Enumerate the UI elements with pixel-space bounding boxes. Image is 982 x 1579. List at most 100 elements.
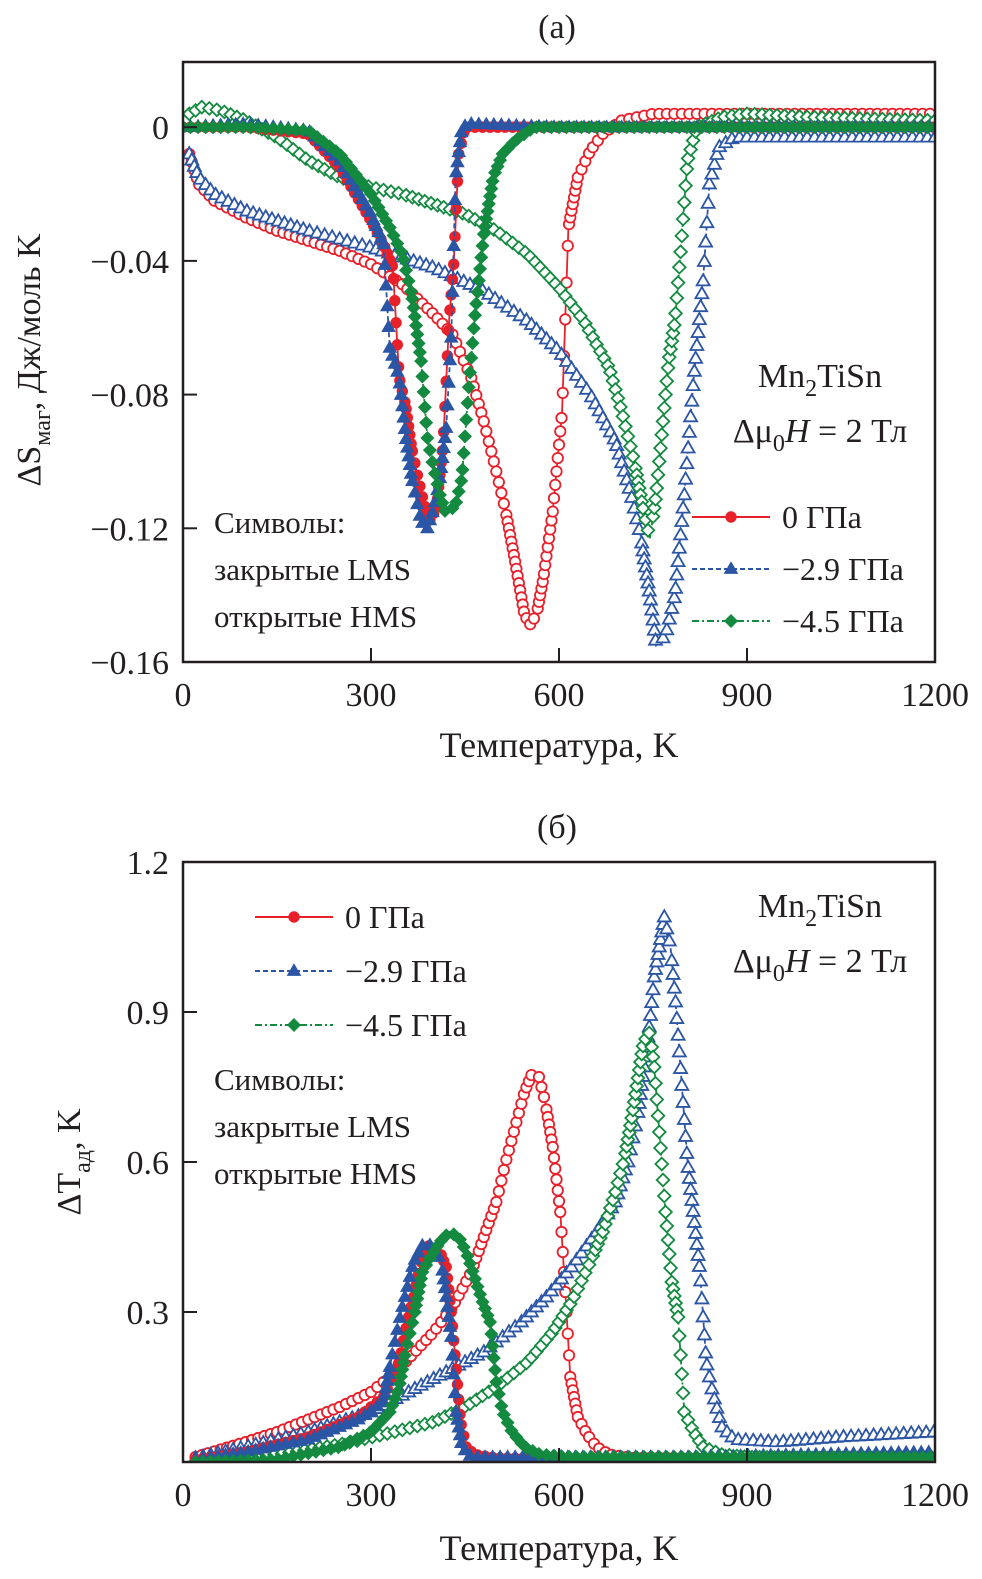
data-point [681, 1169, 698, 1184]
data-point [646, 968, 663, 983]
legend-label: 0 ГПа [345, 899, 425, 935]
data-point [670, 1309, 686, 1325]
data-point [537, 1090, 551, 1104]
data-point [675, 211, 691, 227]
data-point [552, 438, 566, 451]
data-point [674, 1366, 690, 1382]
data-point [677, 470, 694, 485]
data-point [450, 154, 465, 168]
x-tick-label: 600 [534, 677, 585, 714]
data-point [665, 325, 681, 341]
panel-b-y-axis-label: ΔTад, K [51, 1108, 96, 1216]
data-point [673, 1076, 690, 1091]
data-point [690, 1246, 707, 1261]
data-point [397, 1348, 412, 1363]
data-point [641, 1025, 657, 1041]
data-point [655, 1172, 671, 1188]
y-tick-label: 0.3 [127, 1295, 170, 1332]
panel-b-field-label: Δμ0H = 2 Тл [733, 943, 907, 987]
data-point [554, 1205, 567, 1219]
data-point [654, 427, 670, 443]
data-point [696, 252, 713, 267]
legend-marker-icon [288, 911, 300, 923]
data-point [425, 504, 440, 518]
data-point [600, 1208, 616, 1224]
legend-item: −2.9 ГПа [692, 551, 904, 587]
data-point [379, 298, 395, 312]
data-point [612, 1165, 628, 1181]
data-point [376, 236, 391, 250]
data-point [310, 130, 325, 145]
data-point [655, 413, 671, 429]
data-point [440, 397, 455, 411]
panel-a-field-label: Δμ0H = 2 Тл [733, 413, 907, 457]
data-point [682, 408, 699, 423]
data-point [578, 1237, 595, 1252]
data-point [661, 610, 678, 625]
series--4-5-lms-4 [183, 120, 935, 518]
data-point [691, 311, 708, 326]
data-point [387, 1334, 403, 1347]
legend-marker-icon [286, 1017, 302, 1033]
data-point [686, 362, 703, 377]
data-point [668, 566, 685, 581]
data-point [449, 230, 461, 243]
data-point [273, 132, 289, 148]
legend-label: −4.5 ГПа [345, 1007, 467, 1043]
data-point [498, 230, 514, 246]
data-point [422, 443, 437, 458]
data-point [379, 1373, 395, 1386]
field-rest: = 2 Тл [809, 413, 907, 450]
data-point [384, 1346, 400, 1360]
data-point [285, 141, 301, 157]
x-tick-label: 600 [534, 1477, 585, 1514]
data-point [555, 411, 568, 425]
data-point [652, 440, 669, 456]
data-point [480, 425, 493, 438]
data-point [547, 492, 561, 505]
data-point [392, 1376, 407, 1391]
data-point [554, 425, 567, 438]
data-point [446, 1366, 462, 1380]
data-point [460, 395, 475, 410]
data-point [437, 430, 453, 443]
data-point [445, 1347, 460, 1361]
data-point [474, 250, 489, 265]
data-point [682, 1180, 699, 1195]
panel-b-x-axis-label: Температура, K [440, 1528, 679, 1568]
data-point [701, 1368, 718, 1383]
legend-label: −2.9 ГПа [782, 551, 904, 587]
legend-marker-icon [725, 511, 737, 523]
x-tick-label: 900 [722, 1477, 773, 1514]
data-point [688, 336, 705, 351]
data-point [546, 1140, 559, 1154]
data-point [657, 1204, 674, 1220]
data-point [655, 629, 672, 644]
data-point [291, 146, 308, 162]
data-point [393, 387, 409, 400]
data-point [646, 1059, 662, 1075]
panel-b-label: (б) [537, 809, 577, 846]
data-point [420, 431, 435, 446]
data-point [556, 386, 569, 400]
data-point [453, 124, 469, 138]
data-point [377, 257, 393, 270]
data-point [671, 259, 687, 275]
panel-a: (a) 0 300 600 900 12000−0.04−0.08−0.12−0.16 … [11, 9, 969, 765]
data-point [387, 272, 400, 285]
data-point [665, 965, 682, 980]
panel-a-label: (a) [538, 9, 576, 46]
data-point [550, 465, 563, 478]
data-point [673, 244, 689, 260]
field-prefix: Δμ [733, 943, 773, 980]
data-point [660, 1232, 676, 1248]
series--2-9-hms-3 [183, 128, 935, 648]
panel-b-symbols-note-title: Символы: [214, 1062, 345, 1097]
data-point [451, 175, 464, 188]
data-point [645, 509, 661, 525]
data-point [650, 1108, 666, 1124]
data-point [649, 480, 665, 496]
data-point [491, 1386, 506, 1402]
data-point [662, 1260, 679, 1276]
data-point [456, 446, 471, 461]
